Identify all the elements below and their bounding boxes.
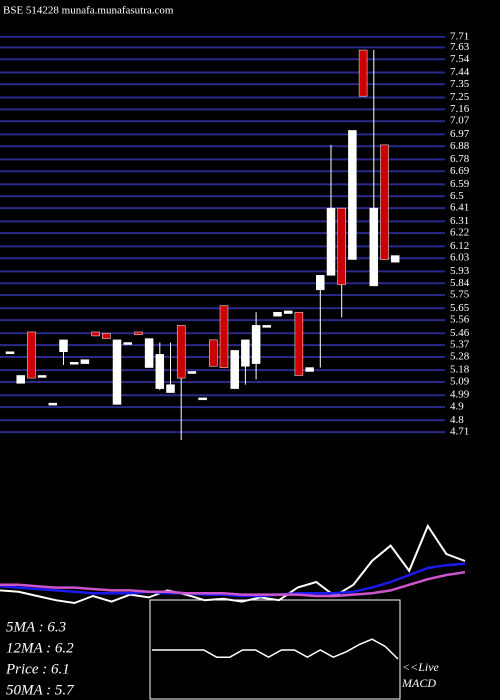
candle-body — [5, 351, 15, 354]
y-tick-label: 6.59 — [450, 178, 470, 190]
stat-label: 5MA : 6.3 — [6, 619, 66, 635]
stat-label: 50MA : 5.7 — [6, 682, 75, 698]
stat-label: 12MA : 6.2 — [6, 640, 74, 656]
y-tick-label: 5.46 — [450, 327, 470, 339]
y-tick-label: 7.16 — [450, 103, 470, 115]
y-tick-label: 7.54 — [450, 53, 470, 65]
y-tick-label: 6.03 — [450, 252, 470, 264]
candle-body — [209, 339, 218, 367]
candle-body — [241, 339, 250, 367]
y-tick-label: 6.88 — [450, 140, 470, 152]
y-tick-label: 4.9 — [450, 401, 464, 413]
indicator-line — [0, 523, 466, 605]
y-tick-label: 6.41 — [450, 202, 469, 214]
y-tick-label: 7.35 — [450, 78, 470, 90]
y-tick-label: 7.63 — [450, 41, 470, 53]
y-tick-label: 7.44 — [450, 66, 470, 78]
candle-body — [112, 339, 122, 405]
y-tick-label: 7.71 — [450, 30, 469, 42]
y-tick-label: 6.31 — [450, 215, 469, 227]
candle-body — [123, 342, 132, 345]
y-tick-label: 5.93 — [450, 265, 470, 277]
candle-body — [348, 130, 357, 260]
candle-body — [155, 354, 165, 389]
candle-body — [273, 311, 282, 317]
candle-body — [187, 371, 197, 374]
candle-body — [144, 338, 154, 368]
candle-body — [316, 275, 325, 291]
indicator-line — [0, 562, 466, 598]
y-tick-label: 7.07 — [450, 115, 470, 127]
candle-body — [166, 384, 175, 393]
y-tick-label: 5.09 — [450, 376, 470, 388]
y-tick-label: 5.37 — [450, 339, 470, 351]
candle-body — [16, 375, 25, 384]
candle-body — [337, 207, 346, 285]
y-tick-label: 6.69 — [450, 165, 470, 177]
candle-body — [390, 255, 400, 263]
candle-body — [380, 144, 389, 260]
candle-body — [91, 331, 100, 337]
candle-body — [198, 397, 207, 401]
candle-body — [27, 331, 36, 379]
y-tick-label: 6.12 — [450, 240, 469, 252]
live-label: <<Live — [402, 660, 440, 674]
y-tick-label: 5.18 — [450, 364, 470, 376]
y-tick-label: 7.25 — [450, 91, 470, 103]
macd-label: MACD — [401, 676, 436, 690]
y-tick-label: 4.99 — [450, 389, 470, 401]
candle-body — [102, 333, 111, 339]
candle-body — [69, 362, 79, 365]
candle-body — [219, 305, 229, 368]
candle-body — [369, 207, 379, 287]
candle-body — [326, 207, 336, 276]
y-tick-label: 5.75 — [450, 289, 470, 301]
y-tick-label: 6.5 — [450, 190, 464, 202]
y-tick-label: 6.78 — [450, 153, 470, 165]
stat-label: Price : 6.1 — [5, 661, 70, 677]
candle-body — [283, 310, 293, 314]
candle-body — [305, 367, 314, 372]
candle-body — [59, 339, 68, 352]
candle-body — [80, 359, 90, 364]
y-tick-label: 6.22 — [450, 227, 469, 239]
y-tick-label: 5.84 — [450, 277, 470, 289]
candle-body — [230, 350, 239, 389]
y-tick-label: 4.8 — [450, 414, 464, 426]
candle-body — [37, 375, 47, 378]
candle-body — [262, 325, 272, 328]
y-tick-label: 4.71 — [450, 426, 469, 438]
y-tick-label: 5.65 — [450, 302, 470, 314]
candle-body — [251, 325, 261, 364]
candle-body — [358, 49, 368, 97]
y-tick-label: 5.28 — [450, 351, 470, 363]
indicator-line — [0, 570, 466, 598]
candle-body — [294, 311, 304, 376]
y-tick-label: 5.56 — [450, 314, 470, 326]
candle-body — [176, 325, 186, 379]
chart-title: BSE 514228 munafa.munafasutra.com — [3, 5, 174, 17]
y-tick-label: 6.97 — [450, 128, 470, 140]
macd-line — [152, 638, 399, 660]
candle-body — [48, 402, 58, 406]
candle-body — [134, 331, 143, 335]
